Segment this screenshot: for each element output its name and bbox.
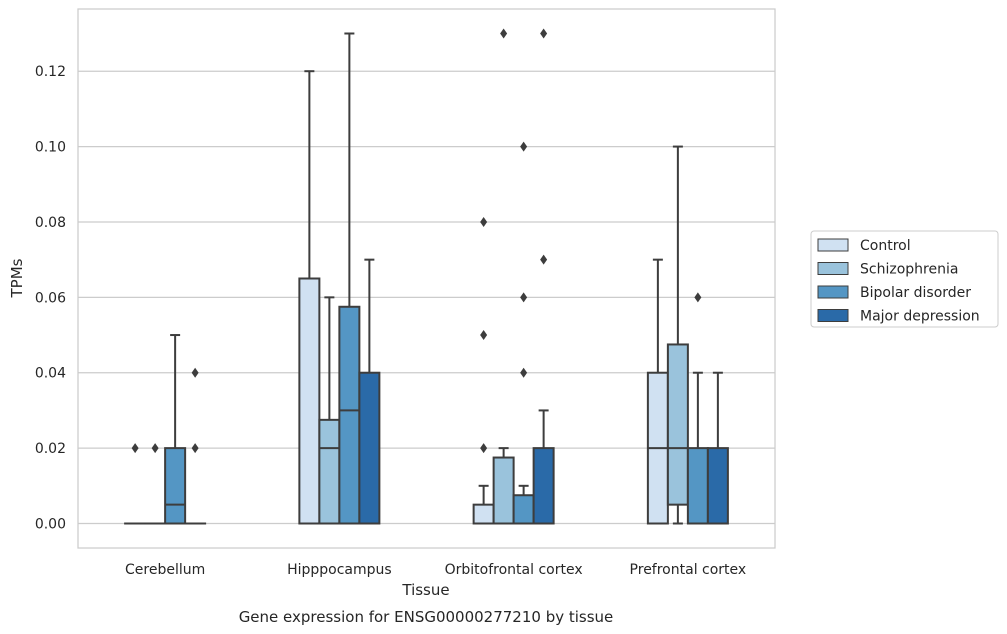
- outlier-point: [694, 292, 702, 303]
- outlier-point: [191, 367, 199, 378]
- box-iqr: [666, 343, 689, 506]
- box-element: [124, 443, 147, 525]
- box-element: [358, 258, 381, 525]
- box-iqr: [358, 371, 381, 525]
- box-iqr: [164, 447, 187, 525]
- box-iqr: [318, 418, 341, 525]
- box-element: [164, 334, 187, 525]
- box-element: [666, 145, 689, 525]
- box-iqr: [686, 447, 709, 525]
- legend-swatch: [817, 285, 849, 299]
- box-element: [184, 367, 207, 525]
- plot-frame: [77, 8, 776, 549]
- legend-label: Control: [860, 238, 911, 254]
- outlier-point: [500, 28, 508, 39]
- y-tick-label: 0.08: [35, 215, 66, 231]
- outlier-point: [480, 443, 488, 454]
- y-tick-label: 0.04: [35, 366, 66, 382]
- y-tick-label: 0.06: [35, 290, 66, 306]
- outlier-point: [151, 443, 159, 454]
- box-iqr: [512, 494, 535, 525]
- legend-swatch: [817, 238, 849, 252]
- y-tick-label: 0.02: [35, 441, 66, 457]
- legend-label: Bipolar disorder: [860, 285, 971, 301]
- box-iqr: [706, 447, 729, 525]
- outlier-point: [520, 141, 528, 152]
- y-tick-labels: 0.00 0.02 0.04 0.06 0.08 0.10 0.12: [35, 64, 66, 532]
- x-tick-label: Orbitofrontal cortex: [445, 562, 583, 578]
- outlier-point: [540, 254, 548, 265]
- outlier-point: [540, 28, 548, 39]
- outlier-point: [131, 443, 139, 454]
- box-element: [492, 28, 515, 525]
- box-element: [512, 141, 535, 525]
- legend-swatch: [817, 309, 849, 322]
- outlier-point: [480, 330, 488, 341]
- outlier-point: [520, 292, 528, 303]
- legend: Control Schizophrenia Bipolar disorder Majo…: [810, 230, 999, 328]
- x-tick-label: Cerebellum: [125, 562, 205, 578]
- box-iqr: [472, 503, 495, 525]
- x-tick-label: Prefrontal cortex: [630, 562, 747, 578]
- chart-caption: Gene expression for ENSG00000277210 by t…: [239, 608, 614, 626]
- y-tick-label: 0.00: [35, 517, 66, 533]
- box-iqr: [298, 277, 321, 525]
- box-element: [338, 32, 361, 525]
- y-tick-label: 0.12: [35, 64, 66, 80]
- x-tick-label: Hipppocampus: [287, 562, 392, 578]
- x-tick-labels: Cerebellum Hipppocampus Orbitofrontal cort…: [125, 562, 746, 578]
- outlier-point: [520, 367, 528, 378]
- box-element: [298, 70, 321, 525]
- boxes: [124, 28, 729, 525]
- outlier-point: [480, 216, 488, 227]
- box-iqr: [338, 305, 361, 525]
- outlier-point: [191, 443, 199, 454]
- y-tick-label: 0.10: [35, 140, 66, 156]
- legend-frame: [810, 230, 999, 328]
- box-iqr: [492, 456, 515, 525]
- y-axis-title: TPMs: [8, 258, 26, 298]
- legend-label: Major depression: [860, 309, 980, 325]
- box-element: [532, 28, 555, 525]
- box-iqr: [532, 447, 555, 525]
- legend-swatch: [817, 262, 849, 275]
- x-axis-title: Tissue: [401, 581, 449, 599]
- legend-label: Schizophrenia: [860, 262, 958, 278]
- box-element: [706, 371, 729, 525]
